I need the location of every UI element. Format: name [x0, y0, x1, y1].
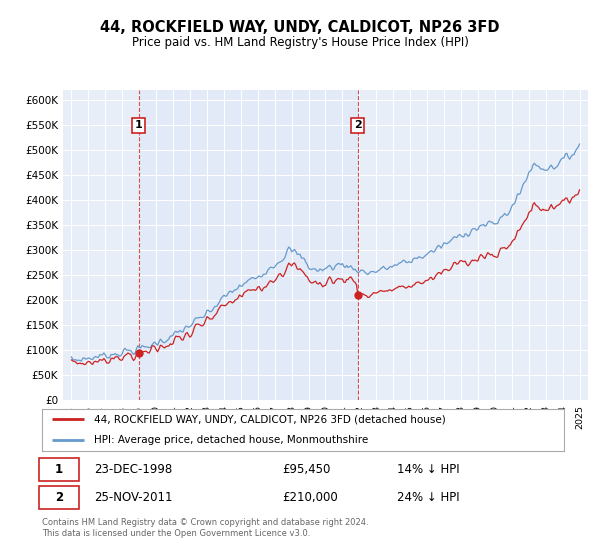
Text: 1: 1: [135, 120, 143, 130]
Text: 44, ROCKFIELD WAY, UNDY, CALDICOT, NP26 3FD (detached house): 44, ROCKFIELD WAY, UNDY, CALDICOT, NP26 …: [94, 414, 446, 424]
Bar: [139, 90, 358, 400]
Text: 24% ↓ HPI: 24% ↓ HPI: [397, 491, 460, 504]
Text: HPI: Average price, detached house, Monmouthshire: HPI: Average price, detached house, Monm…: [94, 435, 368, 445]
Text: 2: 2: [55, 491, 63, 504]
Text: Contains HM Land Registry data © Crown copyright and database right 2024.: Contains HM Land Registry data © Crown c…: [42, 519, 368, 528]
FancyBboxPatch shape: [40, 459, 79, 481]
Text: 23-DEC-1998: 23-DEC-1998: [94, 463, 172, 476]
Text: 25-NOV-2011: 25-NOV-2011: [94, 491, 173, 504]
Text: This data is licensed under the Open Government Licence v3.0.: This data is licensed under the Open Gov…: [42, 530, 310, 539]
Text: 44, ROCKFIELD WAY, UNDY, CALDICOT, NP26 3FD: 44, ROCKFIELD WAY, UNDY, CALDICOT, NP26 …: [100, 20, 500, 35]
Text: Price paid vs. HM Land Registry's House Price Index (HPI): Price paid vs. HM Land Registry's House …: [131, 36, 469, 49]
Text: £210,000: £210,000: [282, 491, 338, 504]
FancyBboxPatch shape: [40, 486, 79, 509]
Text: £95,450: £95,450: [282, 463, 331, 476]
Text: 14% ↓ HPI: 14% ↓ HPI: [397, 463, 460, 476]
Text: 1: 1: [55, 463, 63, 476]
Text: 2: 2: [354, 120, 362, 130]
